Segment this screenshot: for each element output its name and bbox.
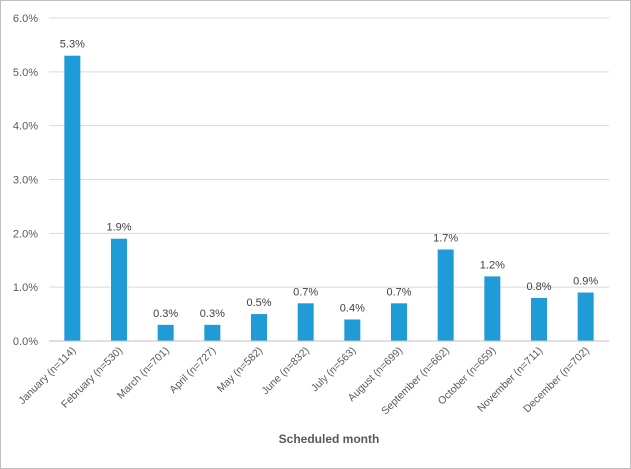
bar [437, 249, 454, 341]
data-label: 0.7% [293, 286, 318, 298]
data-label: 0.5% [246, 297, 271, 309]
data-label: 0.9% [573, 276, 598, 288]
gridlines [49, 17, 609, 288]
y-tick-label: 6.0% [13, 13, 38, 25]
bars [64, 55, 594, 341]
bar [531, 297, 547, 341]
data-label: 0.7% [386, 286, 411, 298]
bar [391, 303, 407, 341]
bar [484, 276, 501, 341]
data-label: 0.3% [153, 308, 178, 320]
bar [251, 314, 267, 341]
y-tick-label: 2.0% [13, 228, 38, 240]
data-label: 0.8% [526, 281, 551, 293]
data-label: 0.4% [340, 302, 365, 314]
x-axis-title: Scheduled month [279, 432, 380, 446]
bar [111, 238, 127, 341]
x-tick-label: July (n=563) [309, 345, 359, 395]
x-tick-label: June (n=832) [259, 345, 311, 397]
bar [577, 292, 594, 341]
data-label: 5.3% [60, 39, 85, 51]
x-tick-label: May (n=582) [215, 345, 265, 395]
y-tick-label: 1.0% [13, 282, 38, 294]
y-tick-label: 3.0% [13, 175, 38, 187]
y-tick-label: 0.0% [13, 336, 38, 348]
data-label: 1.2% [480, 259, 505, 271]
bar [64, 55, 81, 341]
y-tick-label: 5.0% [13, 67, 38, 79]
data-labels: 5.3% 1.9% 0.3% 0.3% 0.5% 0.7% 0.4% 0.7% 1.7% 1.2%… [60, 39, 599, 320]
x-tick-label: April (n=727) [167, 345, 218, 396]
bar [344, 319, 361, 341]
bar [157, 324, 174, 341]
y-axis-ticks: 0.0% 1.0% 2.0% 3.0% 4.0% 5.0% 6.0% [13, 13, 38, 348]
data-label: 1.7% [433, 232, 458, 244]
data-label: 0.3% [200, 308, 225, 320]
x-axis-tick-labels: January (n=114)February (n=530)March (n=… [16, 345, 592, 418]
bar [204, 324, 221, 341]
data-label: 1.9% [106, 222, 131, 234]
y-tick-label: 4.0% [13, 121, 38, 133]
bar [297, 303, 314, 341]
